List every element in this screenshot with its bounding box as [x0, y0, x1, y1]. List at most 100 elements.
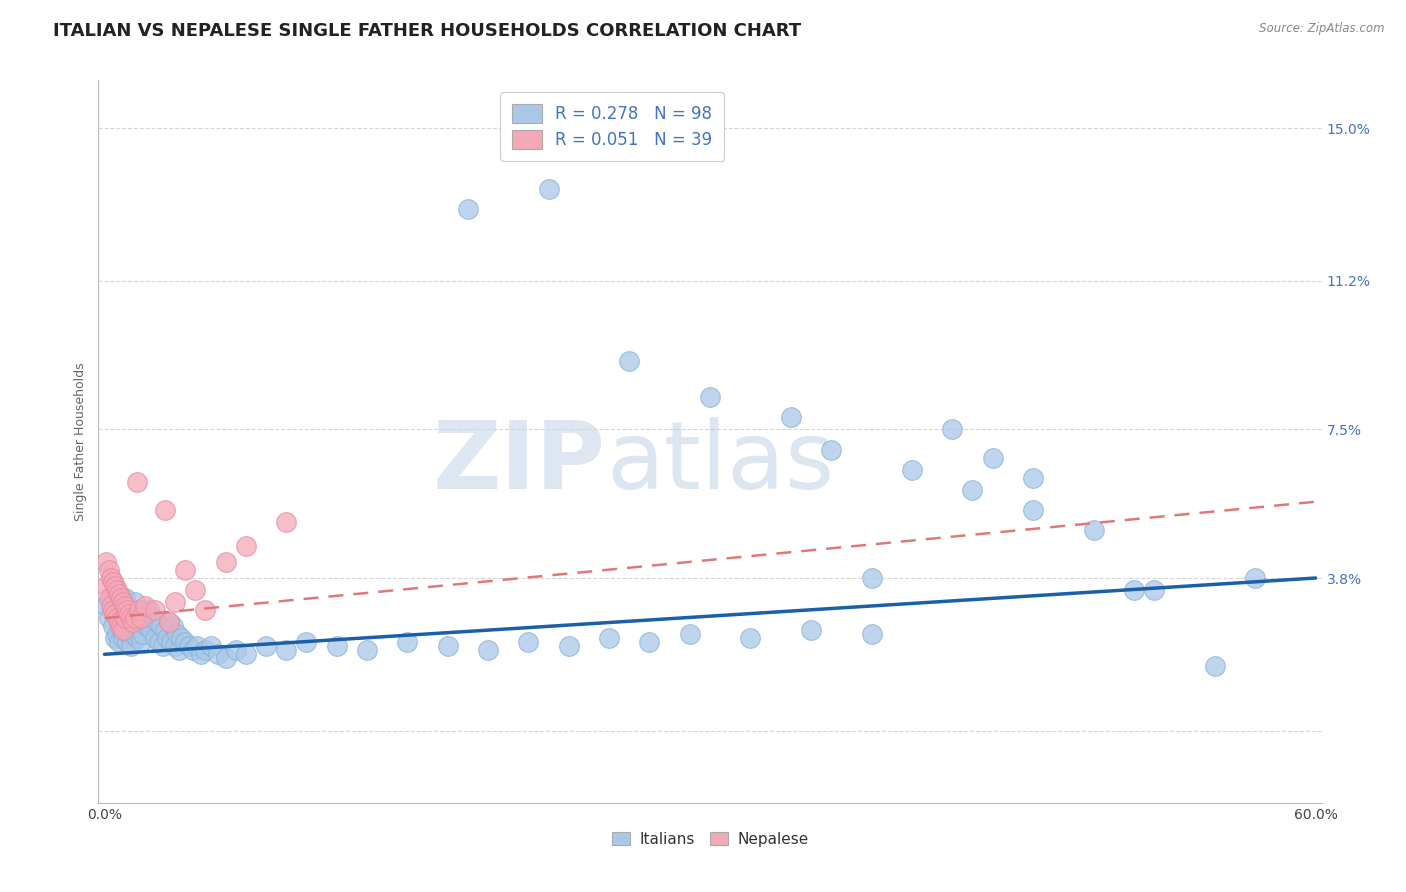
Point [1022, 470, 1045, 484]
Point [96, 555, 118, 569]
Point [457, 202, 479, 216]
Point [152, 639, 174, 653]
Point [181, 643, 204, 657]
Point [179, 639, 201, 653]
Point [143, 603, 166, 617]
Point [100, 599, 122, 614]
Point [699, 391, 721, 405]
Point [200, 639, 222, 653]
Point [156, 632, 179, 646]
Point [111, 623, 134, 637]
Point [120, 611, 142, 625]
Point [860, 571, 883, 585]
Point [100, 571, 122, 585]
Point [110, 591, 132, 606]
Text: ITALIAN VS NEPALESE SINGLE FATHER HOUSEHOLDS CORRELATION CHART: ITALIAN VS NEPALESE SINGLE FATHER HOUSEH… [53, 22, 801, 40]
Point [325, 639, 347, 653]
Point [121, 615, 143, 630]
Point [166, 627, 188, 641]
Point [97, 611, 120, 625]
Point [103, 603, 125, 617]
Point [138, 603, 160, 617]
Point [107, 635, 129, 649]
Point [118, 627, 141, 641]
Point [207, 648, 229, 662]
Point [165, 639, 187, 653]
Point [103, 579, 125, 593]
Point [153, 623, 176, 637]
Point [103, 607, 125, 621]
Point [194, 603, 217, 617]
Point [101, 619, 124, 633]
Point [103, 632, 125, 646]
Point [124, 595, 146, 609]
Point [128, 603, 150, 617]
Point [129, 615, 152, 630]
Point [135, 619, 157, 633]
Point [120, 639, 142, 653]
Point [121, 607, 143, 621]
Point [129, 635, 152, 649]
Point [107, 615, 129, 630]
Point [142, 611, 165, 625]
Point [276, 515, 298, 529]
Point [96, 599, 118, 614]
Point [537, 181, 560, 195]
Point [115, 611, 138, 625]
Point [436, 639, 458, 653]
Point [779, 410, 801, 425]
Point [157, 615, 180, 630]
Point [396, 635, 419, 649]
Point [214, 651, 236, 665]
Point [101, 603, 124, 617]
Point [125, 611, 148, 625]
Point [174, 563, 197, 577]
Point [111, 632, 134, 646]
Point [132, 627, 155, 641]
Point [118, 603, 141, 617]
Point [800, 623, 823, 637]
Point [153, 502, 176, 516]
Point [110, 599, 132, 614]
Point [107, 587, 129, 601]
Point [120, 615, 142, 630]
Point [105, 607, 128, 621]
Point [558, 639, 581, 653]
Point [129, 611, 152, 625]
Point [860, 627, 883, 641]
Point [134, 599, 156, 614]
Point [981, 450, 1004, 465]
Legend: Italians, Nepalese: Italians, Nepalese [606, 826, 814, 853]
Point [174, 635, 197, 649]
Point [101, 574, 124, 589]
Point [167, 643, 190, 657]
Point [477, 643, 499, 657]
Point [96, 579, 118, 593]
Point [121, 627, 143, 641]
Point [941, 423, 963, 437]
Point [184, 583, 207, 598]
Point [276, 643, 298, 657]
Point [214, 555, 236, 569]
Point [1022, 502, 1045, 516]
Text: atlas: atlas [606, 417, 834, 509]
Point [114, 591, 136, 606]
Point [118, 607, 141, 621]
Point [186, 639, 208, 653]
Point [114, 611, 136, 625]
Point [160, 635, 183, 649]
Point [190, 648, 212, 662]
Point [170, 632, 193, 646]
Point [107, 615, 129, 630]
Point [162, 619, 184, 633]
Point [962, 483, 984, 497]
Point [97, 563, 120, 577]
Point [132, 607, 155, 621]
Point [146, 615, 169, 630]
Point [356, 643, 378, 657]
Point [740, 632, 762, 646]
Point [598, 632, 620, 646]
Point [295, 635, 318, 649]
Point [114, 599, 136, 614]
Point [105, 583, 128, 598]
